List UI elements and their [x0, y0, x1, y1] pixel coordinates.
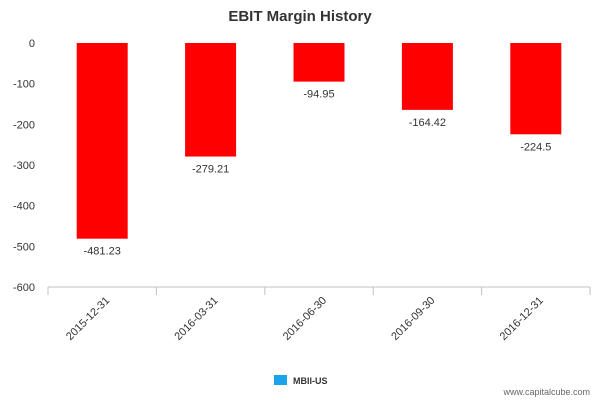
legend-swatch: [274, 375, 287, 385]
x-tick-label: 2016-09-30: [389, 295, 437, 343]
x-tick-label: 2016-03-31: [172, 295, 220, 343]
y-tick-label: -500: [13, 241, 35, 253]
data-label: -224.5: [520, 141, 551, 153]
bar-2015-12-31[interactable]: [76, 43, 128, 239]
x-tick-label: 2016-12-31: [498, 295, 546, 343]
y-tick-label: -200: [13, 119, 35, 131]
watermark-text: www.capitalcube.com: [502, 387, 590, 397]
bar-2016-03-31[interactable]: [185, 43, 237, 157]
data-label: -481.23: [84, 246, 121, 258]
x-axis: 2015-12-31 2016-03-31 2016-06-30 2016-09-30…: [47, 287, 591, 343]
data-label: -279.21: [192, 164, 229, 176]
data-label: -164.42: [409, 117, 446, 129]
legend[interactable]: MBII-US: [274, 375, 328, 386]
chart-title: EBIT Margin History: [228, 8, 372, 25]
x-tick-label: 2015-12-31: [64, 295, 112, 343]
y-tick-label: -400: [13, 201, 35, 213]
y-tick-label: -600: [13, 282, 35, 294]
legend-label: MBII-US: [293, 376, 328, 386]
y-tick-label: -300: [13, 160, 35, 172]
bar-2016-12-31[interactable]: [510, 43, 562, 135]
bar-2016-06-30[interactable]: [293, 43, 345, 82]
x-tick-label: 2016-06-30: [281, 295, 329, 343]
y-axis: 0 -100 -200 -300 -400 -500 -600: [13, 38, 35, 294]
bar-2016-09-30[interactable]: [401, 43, 453, 110]
y-tick-label: 0: [29, 38, 35, 50]
y-tick-label: -100: [13, 79, 35, 91]
data-label: -94.95: [303, 89, 334, 101]
data-labels: -481.23 -279.21 -94.95 -164.42 -224.5: [84, 89, 552, 258]
bar-series: [76, 43, 562, 239]
